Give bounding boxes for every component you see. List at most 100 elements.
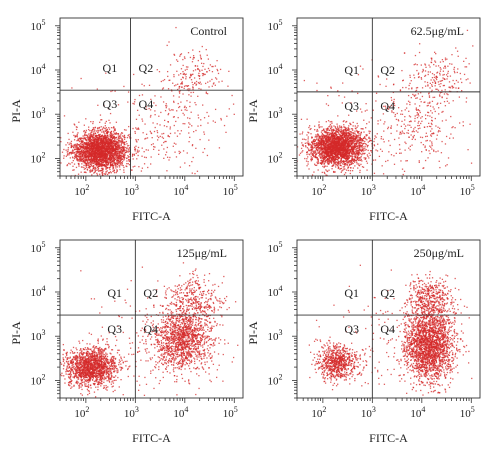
data-point [111, 141, 112, 142]
data-point [335, 126, 336, 127]
data-point [330, 124, 331, 125]
data-point [73, 147, 74, 148]
data-point [120, 164, 121, 165]
data-point [88, 129, 89, 130]
data-point [120, 155, 121, 156]
data-point [95, 144, 96, 145]
y-tick-label: 105 [31, 18, 46, 33]
data-point [82, 179, 83, 180]
data-point [173, 146, 174, 147]
data-point [173, 74, 174, 75]
data-point [112, 153, 113, 154]
data-point [162, 80, 163, 81]
data-point [178, 117, 179, 118]
data-point [95, 147, 96, 148]
data-point [107, 170, 108, 171]
data-point [167, 71, 168, 72]
data-point [100, 154, 101, 155]
data-point [215, 77, 216, 78]
data-point [383, 139, 384, 140]
data-point [74, 124, 75, 125]
data-point [326, 135, 327, 136]
data-point [86, 163, 87, 164]
data-point [113, 160, 114, 161]
data-point [331, 126, 332, 127]
data-point [366, 139, 367, 140]
data-point [317, 159, 318, 160]
data-point [165, 105, 166, 106]
data-point [98, 156, 99, 157]
data-point [95, 136, 96, 137]
data-point [94, 127, 95, 128]
data-point [108, 120, 109, 121]
data-point [134, 99, 135, 100]
data-point [177, 61, 178, 62]
data-point [179, 86, 180, 87]
data-point [113, 127, 114, 128]
data-point [124, 150, 125, 151]
data-point [174, 116, 175, 117]
data-point [319, 136, 320, 137]
data-point [208, 116, 209, 117]
data-point [96, 163, 97, 164]
data-point [90, 169, 91, 170]
data-point [97, 128, 98, 129]
data-point [106, 140, 107, 141]
data-point [209, 70, 210, 71]
data-point [127, 155, 128, 156]
data-point [114, 139, 115, 140]
data-point [78, 122, 79, 123]
data-point [105, 149, 106, 150]
data-point [367, 154, 368, 155]
data-point [168, 188, 169, 189]
data-point [92, 135, 93, 136]
data-point [174, 132, 175, 133]
data-point [116, 137, 117, 138]
data-point [352, 128, 353, 129]
data-point [51, 92, 52, 93]
data-point [76, 147, 77, 148]
data-point [307, 141, 308, 142]
data-point [166, 126, 167, 127]
data-point [114, 172, 115, 173]
data-point [186, 110, 187, 111]
data-point [76, 140, 77, 141]
data-point [105, 171, 106, 172]
data-point [357, 167, 358, 168]
data-point [188, 52, 189, 53]
data-point [195, 69, 196, 70]
data-point [117, 151, 118, 152]
data-point [82, 142, 83, 143]
data-point [324, 167, 325, 168]
data-point [233, 103, 234, 104]
data-point [186, 74, 187, 75]
data-point [229, 108, 230, 109]
data-point [189, 102, 190, 103]
data-point [154, 131, 155, 132]
data-point [175, 84, 176, 85]
data-point [168, 108, 169, 109]
data-point [109, 129, 110, 130]
data-point [181, 86, 182, 87]
data-point [76, 167, 77, 168]
data-point [91, 155, 92, 156]
data-point [186, 69, 187, 70]
data-point [123, 136, 124, 137]
data-point [121, 149, 122, 150]
data-point [193, 131, 194, 132]
data-point [93, 157, 94, 158]
data-point [364, 147, 365, 148]
data-point [108, 163, 109, 164]
data-point [167, 45, 168, 46]
data-point [203, 63, 204, 64]
data-point [349, 131, 350, 132]
data-point [118, 137, 119, 138]
data-point [179, 87, 180, 88]
data-point [197, 65, 198, 66]
data-point [157, 139, 158, 140]
data-point [103, 148, 104, 149]
data-point [132, 128, 133, 129]
data-point [89, 135, 90, 136]
data-point [178, 103, 179, 104]
